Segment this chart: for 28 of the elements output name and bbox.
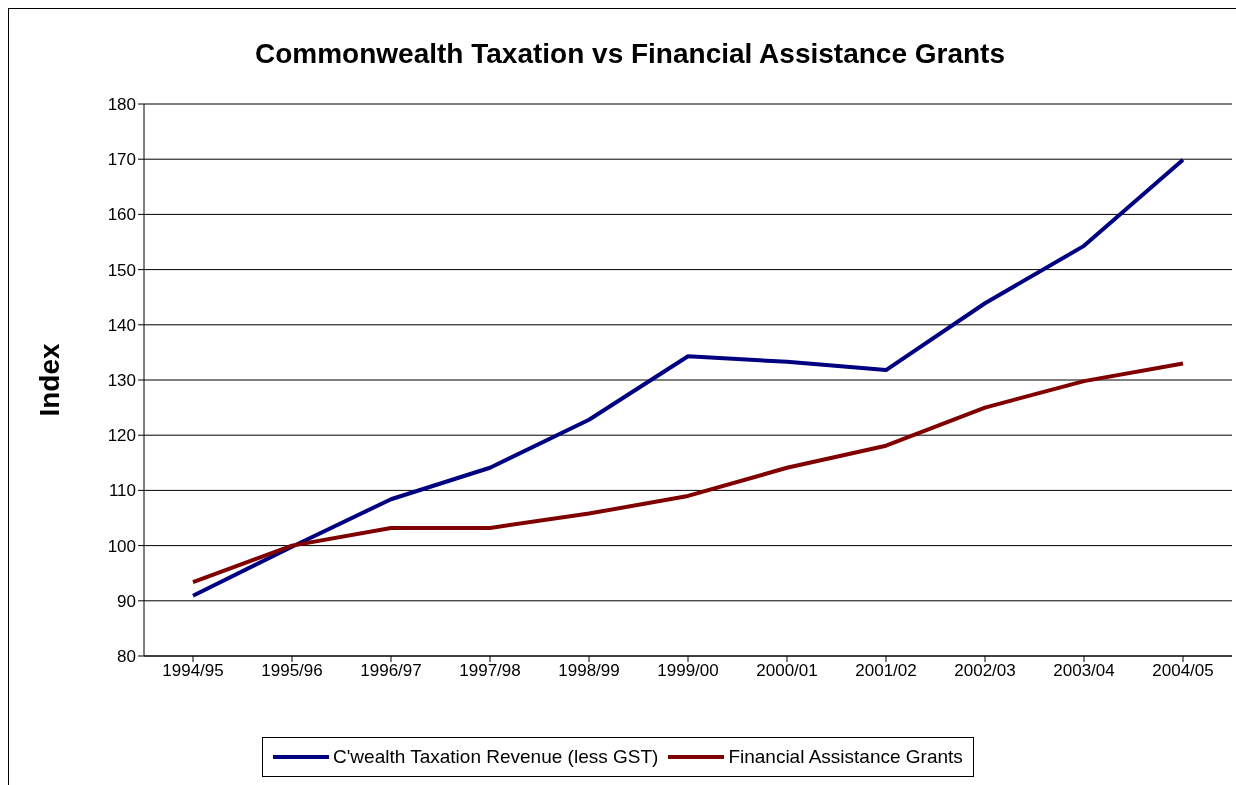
x-tick-label: 2002/03 bbox=[954, 661, 1016, 681]
y-tick-label: 170 bbox=[107, 150, 136, 170]
y-tick-label: 120 bbox=[107, 426, 136, 446]
y-tick-label: 80 bbox=[117, 647, 136, 667]
legend-label: C'wealth Taxation Revenue (less GST) bbox=[333, 746, 659, 768]
x-tick-label: 2003/04 bbox=[1053, 661, 1115, 681]
y-tick-label: 140 bbox=[107, 315, 136, 335]
line-series bbox=[191, 361, 1185, 585]
x-tick-label: 1995/96 bbox=[261, 661, 323, 681]
x-tick-label: 1997/98 bbox=[459, 661, 521, 681]
legend-label: Financial Assistance Grants bbox=[728, 746, 963, 768]
y-tick-label: 150 bbox=[107, 260, 136, 280]
y-tick-label: 160 bbox=[107, 205, 136, 225]
chart-title: Commonwealth Taxation vs Financial Assistance Grants bbox=[254, 38, 1006, 70]
y-tick-label: 90 bbox=[117, 591, 136, 611]
x-tick-label: 1999/00 bbox=[657, 661, 719, 681]
line-series bbox=[191, 157, 1185, 598]
y-tick-label: 100 bbox=[107, 536, 136, 556]
x-tick-label: 1994/95 bbox=[162, 661, 224, 681]
x-tick-label: 2000/01 bbox=[756, 661, 818, 681]
x-tick-label: 1998/99 bbox=[558, 661, 620, 681]
x-tick-label: 1996/97 bbox=[360, 661, 422, 681]
y-tick-label: 110 bbox=[108, 481, 136, 501]
y-tick-label: 130 bbox=[107, 371, 136, 391]
y-tick-label: 180 bbox=[107, 95, 136, 115]
y-axis-title: Index bbox=[33, 343, 65, 417]
x-tick-label: 2001/02 bbox=[855, 661, 917, 681]
x-tick-label: 2004/05 bbox=[1152, 661, 1214, 681]
